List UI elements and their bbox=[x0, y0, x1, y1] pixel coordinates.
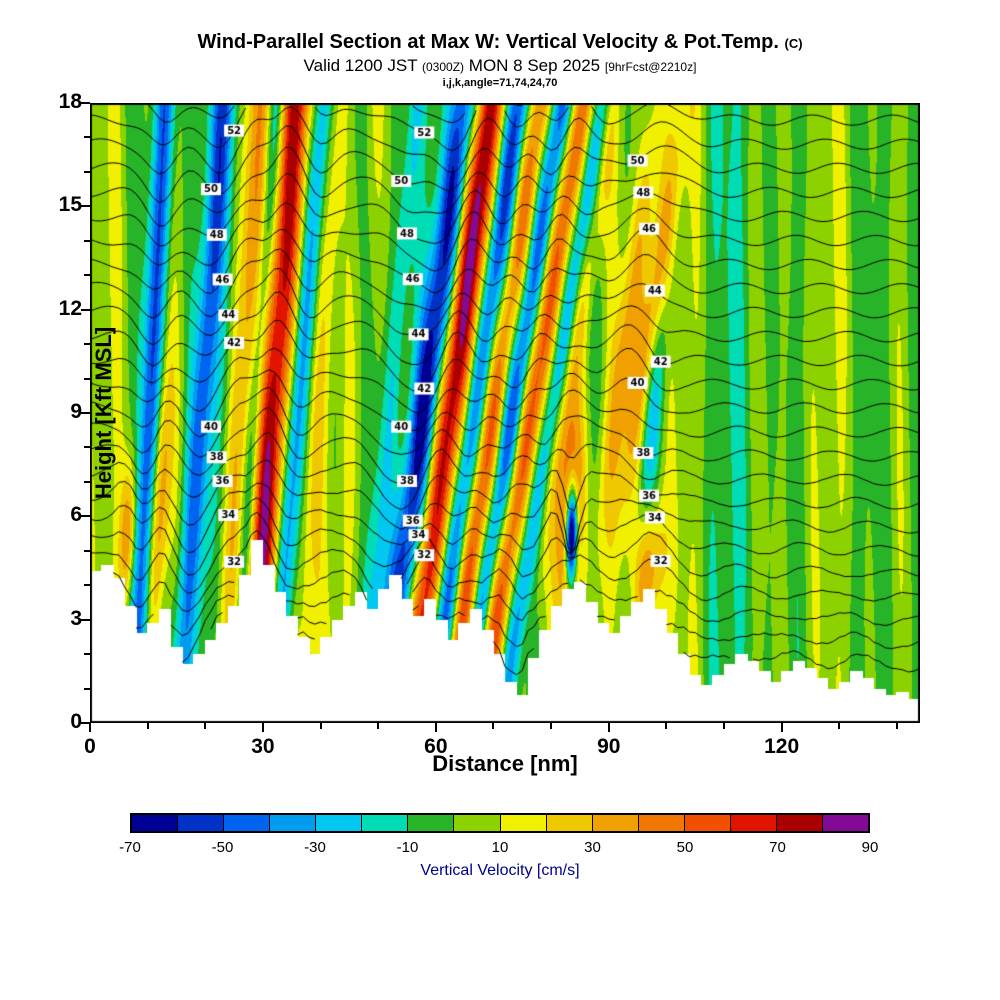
y-major-tick bbox=[81, 618, 90, 621]
colorbar-segment bbox=[684, 815, 731, 831]
y-major-tick bbox=[81, 308, 90, 311]
x-minor-tick bbox=[319, 723, 322, 729]
y-minor-tick bbox=[84, 446, 90, 449]
colorbar-segment bbox=[270, 815, 317, 831]
colorbar-segment bbox=[454, 815, 501, 831]
x-minor-tick bbox=[146, 723, 149, 729]
colorbar-segment bbox=[500, 815, 547, 831]
colorbar-tick-label: -50 bbox=[211, 839, 234, 856]
y-tick-label: 18 bbox=[58, 90, 82, 113]
y-major-tick bbox=[81, 722, 90, 724]
y-major-tick bbox=[81, 102, 90, 104]
colorbar-segment bbox=[408, 815, 455, 831]
section-plot-canvas bbox=[90, 103, 920, 723]
forecast-info: [9hrFcst@2210z] bbox=[604, 60, 697, 74]
x-major-tick bbox=[607, 723, 610, 732]
x-minor-tick bbox=[204, 723, 207, 729]
y-minor-tick bbox=[84, 480, 90, 483]
colorbar-segment bbox=[638, 815, 685, 831]
y-minor-tick bbox=[84, 377, 90, 380]
colorbar-segment bbox=[776, 815, 823, 831]
x-minor-tick bbox=[723, 723, 726, 729]
x-major-tick bbox=[434, 723, 437, 732]
x-major-tick bbox=[89, 723, 91, 732]
colorbar-segment bbox=[546, 815, 593, 831]
colorbar-tick-label: -10 bbox=[396, 839, 419, 856]
y-major-tick bbox=[81, 515, 90, 518]
y-minor-tick bbox=[84, 343, 90, 346]
y-minor-tick bbox=[84, 584, 90, 587]
x-major-tick bbox=[261, 723, 264, 732]
x-minor-tick bbox=[665, 723, 668, 729]
x-minor-tick bbox=[550, 723, 553, 729]
y-tick-label: 12 bbox=[58, 296, 82, 320]
y-minor-tick bbox=[84, 274, 90, 277]
valid-time-main: Valid 1200 JST bbox=[303, 56, 418, 75]
colorbar-tick-label: 70 bbox=[769, 839, 786, 856]
figure-title: Wind-Parallel Section at Max W: Vertical… bbox=[0, 31, 1000, 54]
x-minor-tick bbox=[377, 723, 380, 729]
y-tick-label: 6 bbox=[70, 503, 82, 527]
colorbar-tick-label: -30 bbox=[304, 839, 326, 856]
colorbar-segment bbox=[730, 815, 777, 831]
y-minor-tick bbox=[84, 239, 90, 242]
y-tick-label: 15 bbox=[58, 193, 82, 217]
y-axis-title: Height [Kft MSL] bbox=[91, 326, 117, 500]
y-tick-label: 3 bbox=[70, 606, 82, 630]
valid-time-utc: (0300Z) bbox=[422, 60, 465, 74]
x-tick-label: 90 bbox=[597, 735, 621, 758]
y-major-tick bbox=[81, 205, 90, 208]
colorbar-segment bbox=[316, 815, 363, 831]
y-tick-label: 0 bbox=[70, 710, 82, 733]
colorbar-segment bbox=[132, 815, 179, 831]
x-tick-label: 30 bbox=[251, 735, 275, 758]
colorbar-bar bbox=[130, 813, 870, 833]
figure-title-text: Wind-Parallel Section at Max W: Vertical… bbox=[197, 31, 779, 53]
valid-time-line: Valid 1200 JST (0300Z) MON 8 Sep 2025 [9… bbox=[0, 56, 1000, 76]
colorbar-segment bbox=[822, 815, 868, 831]
x-minor-tick bbox=[838, 723, 841, 729]
section-plot-area: Height [Kft MSL] Distance [nm] 0 3 6 9 12 15 1… bbox=[59, 90, 920, 776]
y-minor-tick bbox=[84, 136, 90, 139]
y-tick-label: 9 bbox=[70, 400, 82, 423]
colorbar-tick-label: 10 bbox=[491, 839, 509, 856]
colorbar-tick-label: 30 bbox=[584, 839, 601, 856]
grid-params-line: i,j,k,angle=71,74,24,70 bbox=[442, 77, 558, 89]
valid-date: MON 8 Sep 2025 bbox=[468, 56, 601, 75]
y-minor-tick bbox=[84, 653, 90, 656]
y-minor-tick bbox=[84, 549, 90, 552]
y-minor-tick bbox=[84, 687, 90, 690]
colorbar-segment bbox=[592, 815, 639, 831]
y-major-tick bbox=[81, 412, 90, 414]
colorbar-segment bbox=[178, 815, 225, 831]
x-major-tick bbox=[780, 723, 783, 732]
colorbar-tick-label: 50 bbox=[676, 839, 694, 856]
x-axis-title: Distance [nm] bbox=[432, 751, 578, 776]
colorbar-tick-label: 90 bbox=[861, 839, 879, 856]
x-minor-tick bbox=[492, 723, 495, 729]
colorbar: -70 -50 -30 -10 10 30 50 70 90 bbox=[119, 813, 878, 856]
colorbar-segment bbox=[224, 815, 271, 831]
x-minor-tick bbox=[895, 723, 898, 729]
colorbar-tick-label: -70 bbox=[119, 839, 141, 856]
x-tick-label: 120 bbox=[764, 735, 800, 758]
x-tick-label: 60 bbox=[424, 735, 448, 758]
y-minor-tick bbox=[84, 170, 90, 173]
colorbar-caption: Vertical Velocity [cm/s] bbox=[420, 862, 580, 879]
colorbar-segment bbox=[362, 815, 409, 831]
figure-title-unit: (C) bbox=[784, 36, 803, 51]
x-tick-label: 0 bbox=[84, 735, 96, 758]
